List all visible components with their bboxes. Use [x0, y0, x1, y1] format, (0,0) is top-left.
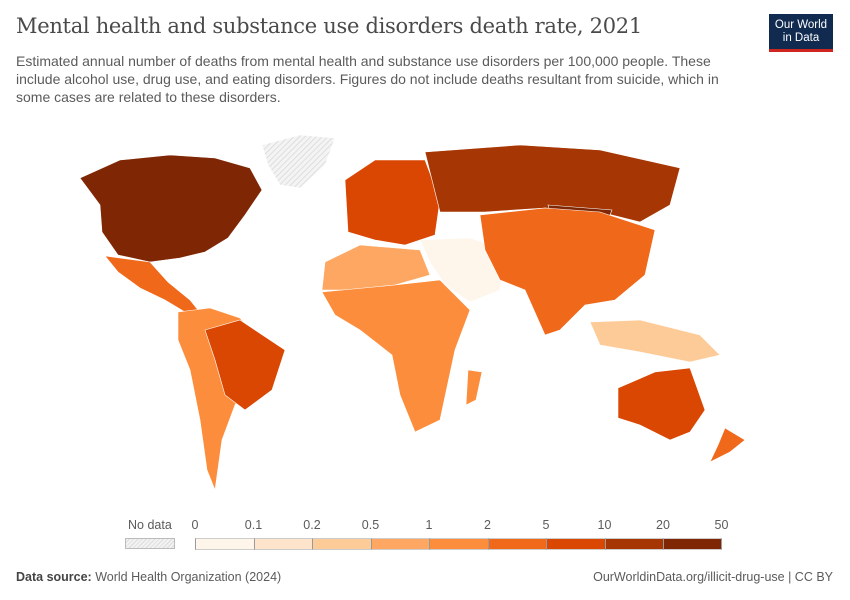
chart-title: Mental health and substance use disorder… [16, 14, 642, 38]
map-region[interactable]: Southeast Asian islands [589, 319, 721, 363]
legend-bin[interactable] [604, 538, 663, 550]
legend-bin[interactable] [312, 538, 371, 550]
map-region[interactable]: New Zealand [709, 427, 746, 463]
map-region[interactable]: Middle East [419, 237, 506, 303]
logo-line-1: Our World [774, 19, 828, 31]
legend-tick: 0.2 [303, 518, 321, 532]
map-region[interactable]: Sub-Saharan Africa [321, 279, 471, 433]
legend-tick: 0 [191, 518, 199, 532]
legend-tick: 50 [714, 518, 729, 532]
legend-tick: 0.5 [361, 518, 380, 532]
legend-tick: 0.1 [244, 518, 263, 532]
map-region[interactable]: North Africa [321, 244, 431, 291]
legend-bin[interactable] [370, 538, 429, 550]
world-map[interactable]: North America (USA, Canada)Greenland Mexi… [0, 125, 850, 515]
source-label: Data source: [16, 570, 92, 584]
legend-bins [195, 538, 722, 550]
logo-line-2: in Data [782, 32, 820, 44]
no-data-swatch[interactable] [125, 538, 175, 549]
map-region[interactable]: Greenland [261, 134, 336, 189]
source-link[interactable]: OurWorldinData.org/illicit-drug-use | CC… [593, 570, 833, 584]
chart-subtitle: Estimated annual number of deaths from m… [16, 53, 719, 105]
legend-bin[interactable] [487, 538, 546, 550]
legend-tick: 5 [542, 518, 550, 532]
legend-bin[interactable] [429, 538, 488, 550]
data-source: Data source: World Health Organization (… [16, 570, 281, 584]
owid-logo[interactable]: Our World in Data [769, 14, 833, 52]
legend-tick: 20 [656, 518, 670, 532]
legend-tick: 2 [484, 518, 491, 532]
map-region[interactable]: Madagascar [465, 369, 483, 406]
map-legend: No data 0 0.1 0.2 0.5 1 2 5 10 20 50 [0, 516, 850, 556]
map-region[interactable]: Brazil [204, 319, 286, 411]
no-data-label: No data [128, 518, 172, 532]
legend-bin[interactable] [546, 538, 605, 550]
legend-bin[interactable] [195, 538, 254, 550]
map-region[interactable]: Mexico & Central America [104, 255, 199, 313]
legend-tick: 1 [425, 518, 433, 532]
legend-tick: 10 [597, 518, 612, 532]
source-text: World Health Organization (2024) [95, 570, 282, 584]
map-region[interactable]: Europe [344, 159, 441, 246]
map-region[interactable]: Australia [617, 367, 706, 441]
map-region[interactable]: North America (USA, Canada) [79, 154, 263, 263]
legend-bin[interactable] [663, 538, 722, 550]
map-region[interactable]: Russia [424, 144, 681, 223]
map-region[interactable]: South & East Asia [479, 207, 656, 336]
legend-bin[interactable] [253, 538, 312, 550]
